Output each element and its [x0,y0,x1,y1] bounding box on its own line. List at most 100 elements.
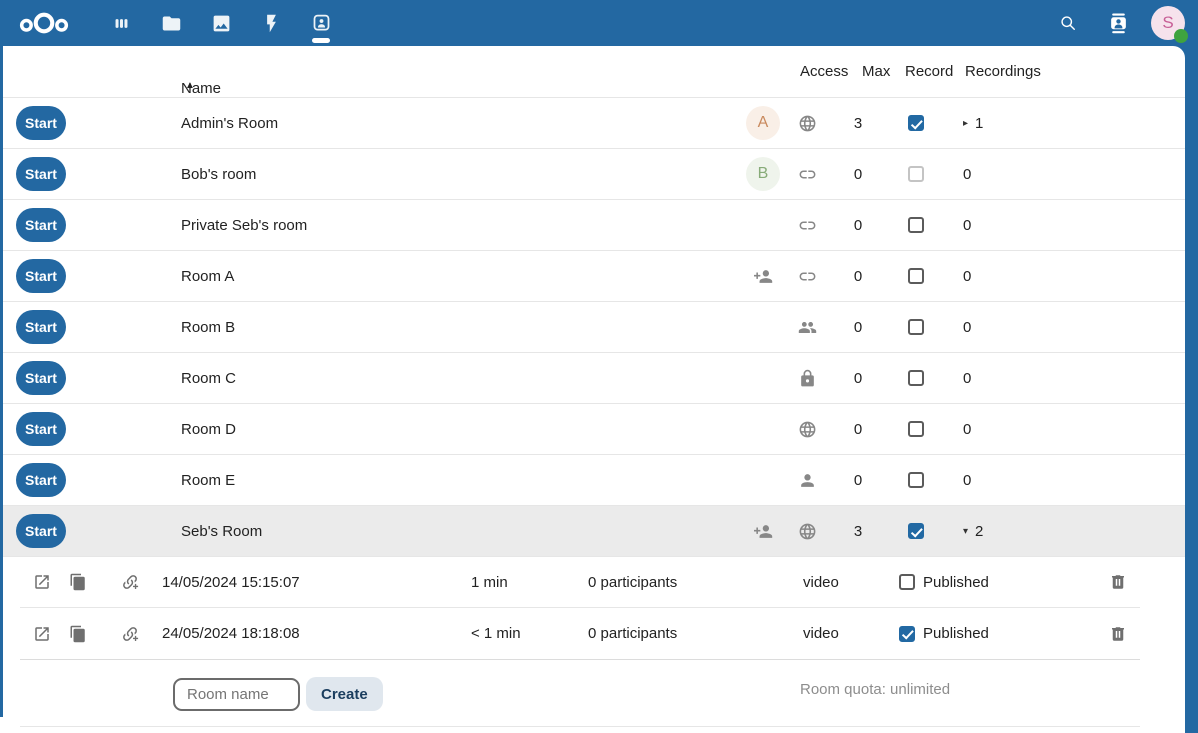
delete-recording-icon[interactable] [1096,612,1140,656]
record-checkbox[interactable] [908,472,924,488]
nextcloud-logo-icon[interactable] [18,7,70,39]
published-label: Published [923,625,989,642]
record-checkbox[interactable] [908,421,924,437]
recordings-count[interactable]: 0 [963,165,972,183]
recordings-count[interactable]: ▸ 1 [963,114,984,132]
start-button[interactable]: Start [16,106,66,140]
copy-link-icon[interactable] [80,458,124,502]
copy-link-icon[interactable] [80,254,124,298]
recording-participants: 0 participants [588,573,678,591]
delete-recording-icon[interactable] [1096,560,1140,604]
delete-icon[interactable] [1133,203,1177,247]
room-details-icon[interactable] [1041,458,1085,502]
start-button[interactable]: Start [16,157,66,191]
share-link-icon[interactable] [126,458,170,502]
share-link-icon[interactable] [126,305,170,349]
record-checkbox[interactable] [908,217,924,233]
room-details-icon[interactable] [1041,101,1085,145]
recordings-count[interactable]: 0 [963,267,972,285]
record-checkbox[interactable] [908,319,924,335]
room-details-icon[interactable] [1041,356,1085,400]
start-button[interactable]: Start [16,412,66,446]
room-name: Room B [181,318,236,336]
room-details-icon[interactable] [1041,203,1085,247]
app-bbb-icon[interactable] [296,0,346,46]
open-recording-icon[interactable] [20,612,64,656]
share-link-icon[interactable] [126,203,170,247]
copy-link-icon[interactable] [80,407,124,451]
room-details-icon[interactable] [1041,509,1085,553]
column-header-recordings: Recordings [965,63,1041,80]
record-checkbox[interactable] [908,115,924,131]
app-photos-icon[interactable] [196,0,246,46]
copy-recording-link-icon[interactable] [56,560,100,604]
recordings-count[interactable]: 0 [963,420,972,438]
copy-link-icon[interactable] [80,101,124,145]
room-name-input[interactable] [173,678,300,711]
settings-icon[interactable] [1087,203,1131,247]
record-checkbox[interactable] [908,166,924,182]
room-details-icon[interactable] [1041,305,1085,349]
settings-icon[interactable] [1087,407,1131,451]
table-row: Start Private Seb's room 0 0 [0,200,1185,251]
start-button[interactable]: Start [16,463,66,497]
delete-icon[interactable] [1133,407,1177,451]
delete-icon[interactable] [1133,356,1177,400]
share-link-icon[interactable] [126,509,170,553]
access-globe-icon [785,522,829,541]
share-link-icon[interactable] [126,152,170,196]
settings-icon[interactable] [1087,509,1131,553]
copy-recording-link-icon[interactable] [56,612,100,656]
settings-icon[interactable] [1087,356,1131,400]
delete-icon[interactable] [1133,458,1177,502]
room-details-icon[interactable] [1041,254,1085,298]
create-room-button[interactable]: Create [306,677,383,711]
published-checkbox[interactable] [899,574,915,590]
start-button[interactable]: Start [16,361,66,395]
contacts-icon[interactable] [1093,0,1143,46]
record-checkbox[interactable] [908,523,924,539]
share-recording-link-icon[interactable] [108,560,152,604]
recordings-count[interactable]: 0 [963,471,972,489]
settings-icon[interactable] [1087,305,1131,349]
delete-icon[interactable] [1133,101,1177,145]
start-button[interactable]: Start [16,259,66,293]
delete-icon[interactable] [1133,254,1177,298]
share-link-icon[interactable] [126,254,170,298]
share-link-icon[interactable] [126,407,170,451]
start-button[interactable]: Start [16,208,66,242]
settings-icon[interactable] [1087,101,1131,145]
recordings-count[interactable]: 0 [963,369,972,387]
app-files-icon[interactable] [146,0,196,46]
published-checkbox[interactable] [899,625,915,642]
copy-link-icon[interactable] [80,509,124,553]
copy-link-icon[interactable] [80,305,124,349]
access-link-icon [785,216,829,235]
app-dashboard-icon[interactable] [96,0,146,46]
app-activity-icon[interactable] [246,0,296,46]
room-name: Room A [181,267,235,285]
settings-icon[interactable] [1087,458,1131,502]
record-checkbox[interactable] [908,268,924,284]
start-button[interactable]: Start [16,514,66,548]
share-recording-link-icon[interactable] [108,612,152,656]
share-link-icon[interactable] [126,101,170,145]
copy-link-icon[interactable] [80,356,124,400]
copy-link-icon[interactable] [80,203,124,247]
table-row: Start Admin's Room A 3 ▸ 1 [0,98,1185,149]
start-button[interactable]: Start [16,310,66,344]
room-details-icon[interactable] [1041,407,1085,451]
delete-icon[interactable] [1133,509,1177,553]
share-link-icon[interactable] [126,356,170,400]
record-checkbox[interactable] [908,370,924,386]
open-recording-icon[interactable] [20,560,64,604]
recordings-count[interactable]: 0 [963,216,972,234]
delete-icon[interactable] [1133,305,1177,349]
recordings-count[interactable]: 0 [963,318,972,336]
search-icon[interactable] [1043,0,1093,46]
user-avatar[interactable]: S [1151,6,1188,43]
copy-link-icon[interactable] [80,152,124,196]
recordings-count[interactable]: ▾ 2 [963,522,984,540]
recording-participants: 0 participants [588,625,678,642]
settings-icon[interactable] [1087,254,1131,298]
